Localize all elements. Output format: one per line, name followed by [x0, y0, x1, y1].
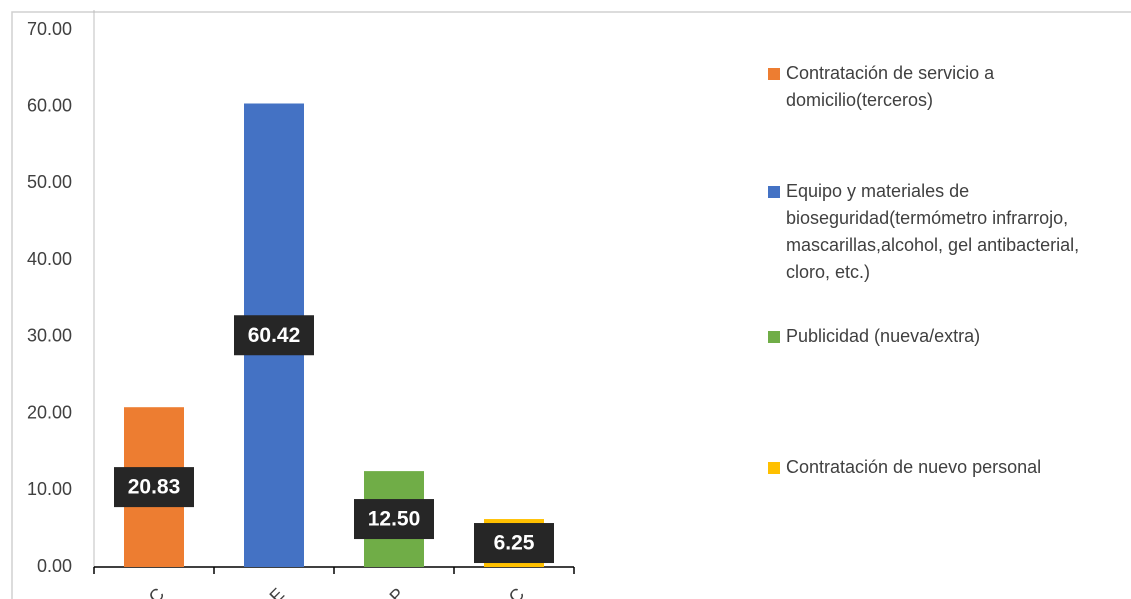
y-tick-label: 40.00 [27, 249, 72, 269]
legend-entry: Contratación de servicio a domicilio(ter… [768, 60, 1128, 114]
data-label: 6.25 [494, 532, 535, 555]
x-tick-label: C [505, 584, 528, 599]
chart-border [11, 11, 1131, 599]
data-label: 20.83 [128, 476, 181, 499]
data-label-box [114, 467, 194, 508]
legend-swatch [768, 68, 780, 80]
x-tick-label: P [386, 584, 409, 599]
y-tick-label: 0.00 [37, 556, 72, 576]
legend-label: Contratación de servicio a domicilio(ter… [786, 63, 995, 110]
legend-label: Equipo y materiales de bioseguridad(term… [786, 181, 1080, 282]
legend-swatch [768, 331, 780, 343]
legend-label: Publicidad (nueva/extra) [786, 326, 981, 346]
data-label: 60.42 [248, 324, 301, 347]
x-tick-label: E [266, 584, 289, 599]
y-tick-label: 50.00 [27, 172, 72, 192]
legend-entry: Equipo y materiales de bioseguridad(term… [768, 178, 1128, 286]
y-tick-label: 60.00 [27, 95, 72, 115]
legend-label: Contratación de nuevo personal [786, 457, 1042, 477]
y-tick-label: 20.00 [27, 402, 72, 422]
data-label-box [474, 523, 554, 564]
y-tick-label: 30.00 [27, 326, 72, 346]
legend-entry: Contratación de nuevo personal [768, 454, 1128, 481]
y-tick-label: 70.00 [27, 19, 72, 39]
y-tick-label: 10.00 [27, 479, 72, 499]
data-label: 12.50 [368, 508, 421, 531]
x-tick-label: C [145, 584, 168, 599]
legend-entry: Publicidad (nueva/extra) [768, 323, 1128, 350]
data-label-box [234, 315, 314, 356]
data-label-box [354, 499, 434, 540]
legend-swatch [768, 186, 780, 198]
legend-swatch [768, 462, 780, 474]
